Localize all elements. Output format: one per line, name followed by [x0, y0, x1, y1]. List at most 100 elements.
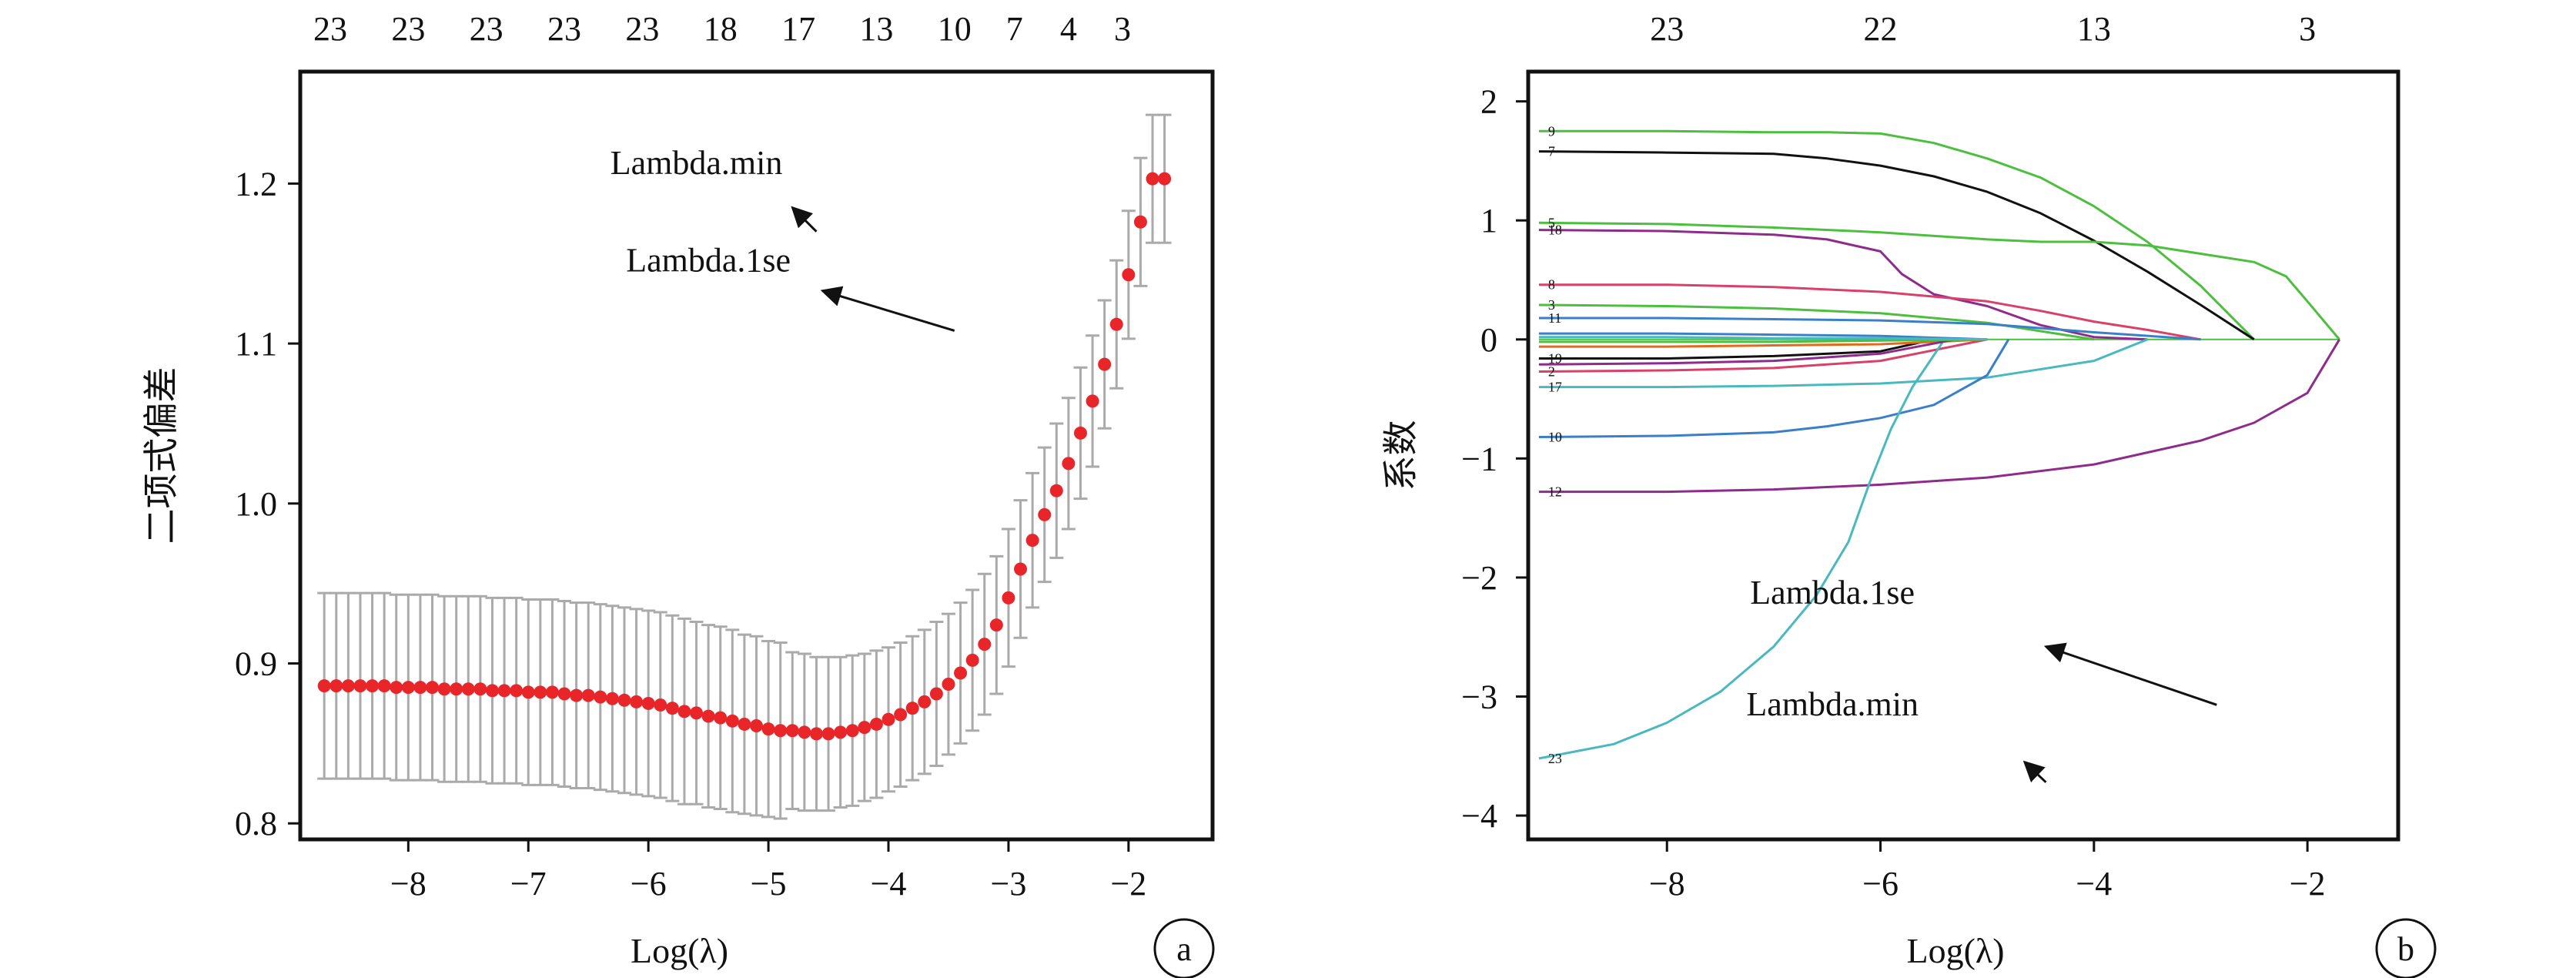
data-point — [1158, 172, 1172, 186]
coefficient-path — [1538, 129, 2255, 340]
data-point — [798, 725, 811, 739]
data-point — [413, 681, 427, 695]
y-axis-title: 系数 — [1381, 420, 1420, 491]
panel-a-deviance-chart: −8 −7 −6 −5 −4 −3 −2 0.8 0.9 1.0 1.1 1.2 23 23 23 23 23 1… — [142, 10, 1215, 978]
data-point — [341, 679, 355, 693]
plot-frame — [1526, 69, 2400, 842]
data-point — [954, 666, 968, 680]
top-axis-label: 4 — [1060, 10, 1077, 48]
data-point — [1038, 507, 1052, 521]
panel-letter: b — [2397, 930, 2414, 968]
annotation-arrow — [2043, 642, 2217, 706]
path-number-label: 9 — [1548, 123, 1555, 139]
data-point — [545, 685, 559, 699]
annotation-arrow — [791, 206, 818, 233]
data-point — [390, 681, 403, 695]
coefficient-path — [1538, 332, 1988, 341]
data-point — [1025, 534, 1039, 548]
x-tick-label: −7 — [510, 865, 547, 903]
top-axis-label: 23 — [470, 10, 503, 48]
data-point — [714, 711, 728, 725]
data-point — [437, 682, 451, 696]
data-point — [882, 712, 895, 726]
x-tick-label: −6 — [1862, 865, 1899, 903]
coefficient-path — [1538, 338, 1935, 360]
data-point — [1109, 317, 1123, 331]
data-point — [1073, 426, 1087, 440]
data-point — [581, 688, 595, 702]
x-axis-title: Log(λ) — [631, 931, 728, 970]
top-axis-label: 22 — [1864, 10, 1898, 48]
data-point — [929, 687, 943, 701]
data-point — [918, 695, 932, 708]
coefficient-path — [1538, 317, 2201, 341]
top-axis-label: 23 — [547, 10, 581, 48]
data-point — [821, 727, 835, 741]
path-number-label: 12 — [1548, 484, 1562, 500]
data-point — [1062, 457, 1076, 471]
top-axis-label: 23 — [625, 10, 659, 48]
coefficient-path — [1538, 283, 2201, 341]
annotation-label: Lambda.1se — [626, 242, 791, 280]
top-axis-label: 13 — [2077, 10, 2111, 48]
data-point — [473, 682, 487, 696]
y-axis-title: 二项式偏差 — [142, 367, 181, 544]
annotation-label: Lambda.1se — [1750, 574, 1915, 611]
coefficient-path — [1538, 339, 2340, 494]
path-number-label: 8 — [1548, 277, 1555, 293]
x-tick-label: −6 — [631, 865, 667, 903]
data-point — [774, 724, 788, 738]
data-point — [605, 692, 619, 705]
coefficient-path — [1538, 303, 2095, 341]
data-point — [534, 685, 547, 699]
data-point — [989, 618, 1003, 632]
data-point — [905, 702, 919, 715]
data-point — [809, 727, 823, 741]
y-tick-label: −1 — [1461, 440, 1497, 477]
annotation-label: Lambda.min — [611, 144, 783, 182]
data-point — [570, 688, 584, 702]
x-tick-label: −3 — [991, 865, 1027, 903]
y-tick-label: 1.0 — [235, 485, 277, 523]
top-axis-label: 10 — [938, 10, 972, 48]
top-axis-label: 3 — [2299, 10, 2316, 48]
y-tick-label: 1.2 — [235, 165, 277, 203]
data-point — [761, 722, 775, 736]
x-tick-label: −2 — [2290, 865, 2326, 903]
data-point — [665, 702, 679, 715]
path-number-label: 18 — [1548, 223, 1562, 238]
data-point — [1014, 562, 1028, 576]
plot-frame — [298, 69, 1215, 842]
data-point — [330, 679, 343, 693]
data-point — [485, 684, 499, 698]
data-point — [1133, 215, 1147, 229]
data-point — [654, 698, 667, 712]
top-axis-label: 23 — [391, 10, 425, 48]
data-point — [1049, 484, 1063, 497]
data-point — [701, 709, 715, 723]
top-axis-label: 13 — [859, 10, 893, 48]
data-point — [834, 725, 848, 739]
data-point — [461, 682, 475, 696]
data-point — [510, 684, 524, 698]
annotation-arrow — [2022, 760, 2047, 783]
path-number-label: 3 — [1548, 297, 1555, 313]
data-point — [1002, 591, 1015, 605]
data-point — [641, 696, 655, 710]
path-number-label: 7 — [1548, 144, 1555, 159]
coefficient-path — [1538, 221, 2340, 340]
path-number-label: 10 — [1548, 430, 1562, 445]
data-point — [725, 714, 739, 728]
data-point — [617, 693, 631, 707]
coefficient-path — [1538, 338, 2148, 389]
data-point — [557, 687, 571, 701]
top-axis-label: 7 — [1006, 10, 1023, 48]
data-point — [845, 724, 859, 738]
data-point — [426, 681, 440, 695]
data-point — [978, 638, 992, 651]
path-number-label: 19 — [1548, 351, 1562, 367]
data-point — [858, 721, 871, 735]
top-axis-label: 23 — [1650, 10, 1684, 48]
data-point — [738, 717, 751, 731]
